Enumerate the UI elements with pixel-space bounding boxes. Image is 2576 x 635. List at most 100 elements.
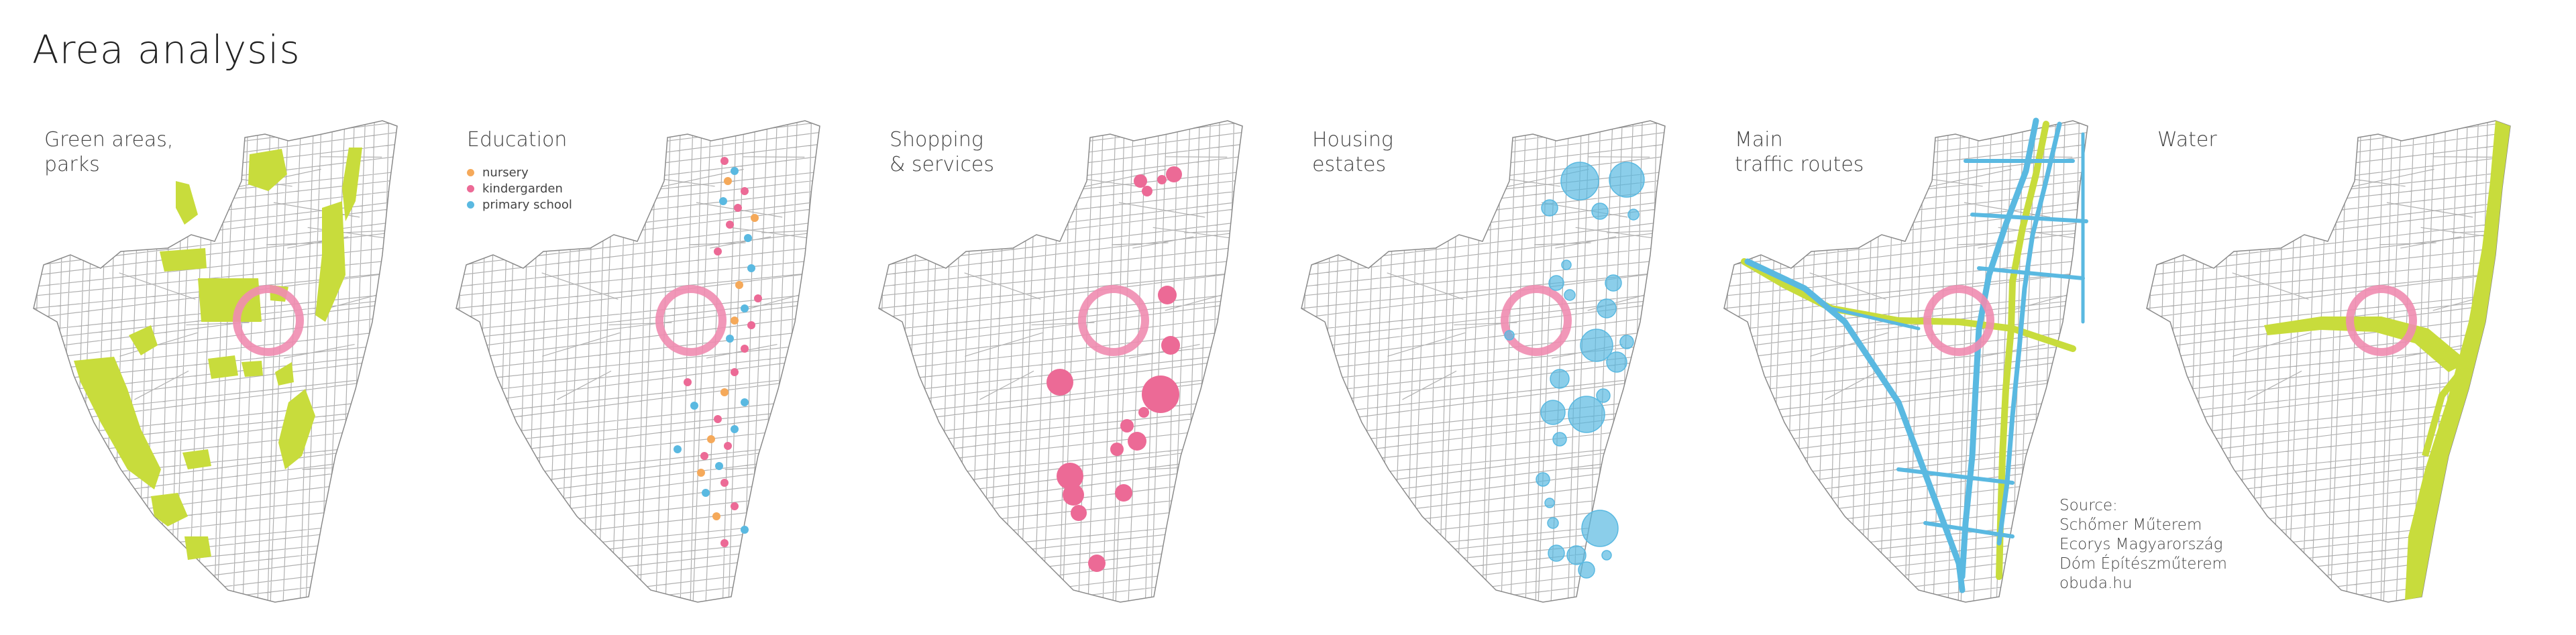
park-shape (241, 361, 263, 377)
source-heading: Source: (2059, 497, 2118, 514)
housing-estate (1504, 330, 1515, 341)
district-map-green (33, 120, 398, 603)
main-road (1970, 213, 2088, 223)
street-network (878, 120, 1243, 603)
legend-dot-nursery (467, 168, 474, 176)
park-shape (315, 201, 345, 322)
housing-estate (1627, 209, 1640, 221)
panel-traffic: Main traffic routes (1697, 107, 2113, 617)
park-shape (342, 148, 362, 221)
park-shape (129, 325, 158, 355)
kindergarden-point (754, 294, 762, 302)
primary-school-point (726, 335, 734, 343)
kindergarden-point (714, 415, 722, 423)
housing-estate (1566, 545, 1587, 565)
shopping-point (1046, 369, 1073, 396)
housing-estate (1578, 561, 1595, 579)
housing-estate (1548, 275, 1564, 291)
primary-school-point (741, 304, 749, 312)
park-shape (176, 181, 198, 225)
nursery-point (720, 388, 729, 396)
source-line: Schőmer Műterem (2059, 516, 2202, 534)
primary-school-point (690, 402, 698, 410)
kindergarden-point (734, 204, 742, 212)
panel-label-housing: Housing estates (1312, 128, 1393, 176)
primary-school-point (741, 526, 749, 534)
main-road (1829, 306, 1921, 331)
shopping-point (1057, 463, 1083, 489)
nursery-point (712, 512, 720, 520)
nursery-point (724, 177, 732, 185)
primary-school-point (731, 167, 739, 175)
park-shape (184, 536, 211, 560)
nursery-point (731, 316, 739, 325)
panel-shopping: Shopping & services (852, 107, 1268, 617)
housing-estate (1536, 472, 1550, 487)
shopping-point (1120, 419, 1134, 432)
park-shape (275, 362, 294, 386)
housing-estate (1548, 544, 1565, 562)
housing-estate (1580, 329, 1613, 362)
kindergarden-point (731, 368, 739, 376)
kindergarden-point (731, 502, 739, 510)
district-center-ring (1078, 285, 1149, 356)
housing-estate (1550, 369, 1570, 389)
park-shape (182, 449, 211, 469)
kindergarden-point (720, 479, 729, 487)
shopping-point (1071, 505, 1087, 521)
housing-estate (1591, 203, 1609, 220)
panel-label-water: Water (2157, 128, 2217, 152)
housing-estate (1581, 510, 1619, 547)
nursery-point (697, 469, 705, 477)
district-center-ring (233, 285, 304, 356)
primary-school-point (674, 445, 682, 453)
nursery-point (707, 435, 715, 443)
primary-school-point (731, 425, 739, 433)
shopping-point (1161, 336, 1180, 355)
shopping-point (1063, 484, 1084, 506)
shopping-point (1158, 286, 1177, 304)
housing-estate (1605, 274, 1622, 292)
water-layer (2264, 121, 2510, 600)
housing-estate (1597, 298, 1617, 319)
legend-label: primary school (482, 197, 572, 212)
primary-school-point (747, 264, 755, 272)
education-points (674, 157, 762, 547)
shopping-point (1166, 166, 1182, 182)
housing-estate (1619, 335, 1634, 349)
housing-estate (1606, 351, 1627, 373)
source-line: Ecorys Magyarország (2059, 536, 2223, 553)
housing-estate (1540, 400, 1566, 425)
kindergarden-point (720, 539, 729, 547)
main-road (1896, 467, 2015, 485)
legend-item-primary-school: primary school (467, 196, 572, 213)
primary-school-point (719, 197, 727, 205)
creek (2264, 316, 2469, 372)
park-shape (74, 357, 161, 489)
shopping-point (1134, 174, 1147, 188)
kindergarden-point (724, 442, 732, 450)
shopping-point (1110, 443, 1124, 456)
panel-label-education: Education (467, 128, 568, 152)
main-road (1996, 121, 2062, 546)
panel-housing: Housing estates (1275, 107, 1690, 617)
page-title: Area analysis (32, 27, 301, 72)
district-map-traffic (1723, 117, 2088, 603)
district-map-education (455, 120, 820, 603)
park-shape (208, 355, 238, 379)
main-road (1744, 258, 1966, 593)
shopping-point (1157, 175, 1167, 184)
housing-points (1504, 162, 1645, 579)
main-road (1959, 117, 2039, 580)
housing-estate (1561, 259, 1572, 270)
legend-dot-primary-school (467, 200, 474, 209)
primary-school-point (741, 398, 749, 406)
district-outline (1301, 120, 1666, 603)
legend-item-kindergarden: kindergarden (467, 180, 572, 196)
housing-estate (1552, 432, 1567, 447)
shopping-point (1115, 484, 1132, 502)
kindergarden-point (741, 187, 749, 195)
primary-school-point (702, 489, 710, 497)
kindergarden-point (726, 221, 734, 229)
source-line: obuda.hu (2059, 575, 2133, 592)
